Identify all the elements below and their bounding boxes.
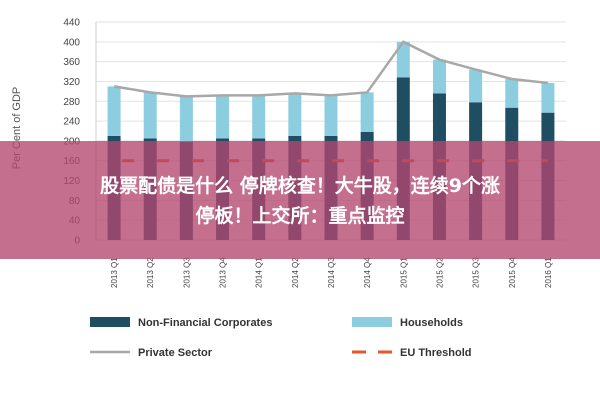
y-tick-label: 280 [63,97,80,108]
headline-text[interactable]: 股票配债是什么 停牌核查！大牛股，连续9个涨 停板！上交所：重点监控 [0,171,600,231]
x-tick-label: 2013 Q4 [219,257,228,288]
x-tick-label: 2014 Q3 [327,257,336,288]
legend-item: Non-Financial Corporates [90,317,272,329]
bar-households [179,96,193,142]
x-tick-label: 2015 Q3 [472,257,481,288]
x-axis-ticks: 2013 Q1 2013 Q2 2013 Q3 2013 Q4 2014 Q1 2014 … [110,257,553,288]
line-private-sector [113,40,549,98]
bar-households [541,82,555,113]
legend: Non-Financial Corporates Households Privat… [90,317,472,359]
bar-households [396,41,410,78]
legend-label: Households [400,317,463,329]
legend-item: EU Threshold [352,347,472,359]
legend-swatch [352,317,392,327]
x-tick-label: 2013 Q2 [146,257,155,288]
legend-swatch [90,317,130,327]
bar-households [360,92,374,132]
headline-banner[interactable]: 股票配债是什么 停牌核查！大牛股，连续9个涨 停板！上交所：重点监控 [0,141,600,259]
headline-line-2[interactable]: 停板！上交所：重点监控 [195,205,405,227]
x-tick-label: 2014 Q2 [291,257,300,288]
x-tick-label: 2014 Q1 [255,257,264,288]
x-tick-label: 2013 Q1 [110,257,119,288]
bar-households [252,95,266,139]
y-tick-label: 360 [63,57,80,68]
y-tick-label: 320 [63,77,80,88]
bar-households [469,69,483,103]
legend-label: EU Threshold [400,347,472,359]
bar-households [143,92,157,139]
bar-households [288,93,302,136]
legend-item: Households [352,317,463,329]
bar-households [216,95,230,139]
bar-households [505,78,519,108]
bar-households [107,86,121,136]
x-tick-label: 2013 Q3 [182,257,191,288]
x-tick-label: 2014 Q4 [363,257,372,288]
bar-households [324,95,338,136]
y-tick-label: 440 [63,18,80,29]
legend-label: Non-Financial Corporates [138,317,272,329]
headline-line-1[interactable]: 股票配债是什么 停牌核查！大牛股，连续9个涨 [100,175,500,197]
x-tick-label: 2016 Q1 [544,257,553,288]
x-tick-label: 2015 Q1 [399,257,408,288]
x-tick-label: 2015 Q2 [435,257,444,288]
bar-households [432,59,446,94]
x-tick-label: 2015 Q4 [508,257,517,288]
legend-item: Private Sector [90,347,213,359]
legend-label: Private Sector [138,347,213,359]
y-tick-label: 400 [63,37,80,48]
y-tick-label: 240 [63,117,80,128]
